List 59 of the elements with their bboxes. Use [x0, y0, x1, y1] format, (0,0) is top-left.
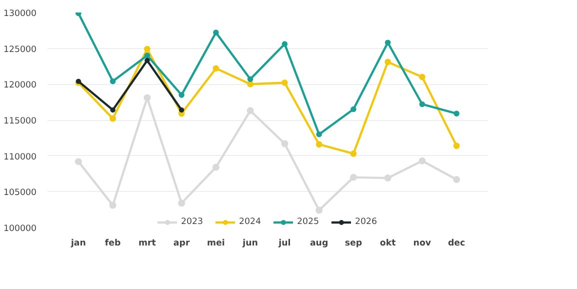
x-tick-label: jul [278, 238, 291, 248]
x-tick-label: dec [448, 238, 466, 248]
point [247, 76, 254, 82]
legend-label: 2024 [238, 217, 261, 227]
point [282, 41, 288, 47]
y-tick-label: 100000 [3, 224, 37, 234]
point [316, 131, 322, 138]
point [144, 46, 150, 52]
y-tick-label: 115000 [3, 116, 37, 126]
point [144, 58, 150, 64]
y-tick-label: 130000 [3, 9, 37, 19]
y-tick-label: 125000 [3, 44, 37, 55]
x-tick-label: aug [310, 238, 328, 248]
point [384, 40, 391, 46]
x-tick-label: jan [70, 238, 86, 248]
point [246, 107, 254, 114]
point [178, 107, 184, 113]
point [316, 206, 323, 214]
point [418, 157, 426, 164]
point [281, 140, 288, 148]
legend-label: 2026 [355, 217, 378, 227]
x-tick-label: jun [242, 238, 258, 248]
y-tick-label: 105000 [3, 188, 37, 198]
point [110, 78, 116, 84]
point [350, 174, 357, 181]
point [74, 158, 82, 166]
point [418, 74, 426, 80]
legend-label: 2025 [297, 217, 320, 227]
point [110, 107, 116, 113]
x-tick-label: sep [344, 238, 362, 248]
x-tick-label: mei [207, 238, 225, 248]
legend-label: 2023 [180, 217, 203, 227]
point [384, 58, 392, 66]
point [144, 94, 151, 102]
point [281, 80, 288, 86]
x-tick-label: mrt [138, 238, 156, 248]
y-tick-label: 110000 [3, 152, 37, 162]
point [350, 106, 356, 112]
x-tick-label: feb [104, 238, 121, 248]
point [212, 164, 220, 171]
point [419, 101, 426, 108]
point [453, 176, 460, 183]
point [454, 110, 460, 116]
point [247, 80, 254, 88]
point [109, 202, 116, 209]
x-tick-label: apr [173, 238, 190, 248]
point [212, 65, 220, 72]
point [213, 30, 219, 36]
point [350, 150, 357, 157]
point [178, 92, 184, 98]
point [110, 115, 116, 122]
point [384, 174, 392, 182]
point [178, 200, 186, 207]
point [453, 142, 460, 149]
point [316, 141, 322, 148]
x-tick-label: nov [413, 238, 432, 248]
x-tick-label: okt [380, 238, 396, 248]
point [144, 52, 150, 58]
y-tick-label: 120000 [3, 80, 37, 91]
